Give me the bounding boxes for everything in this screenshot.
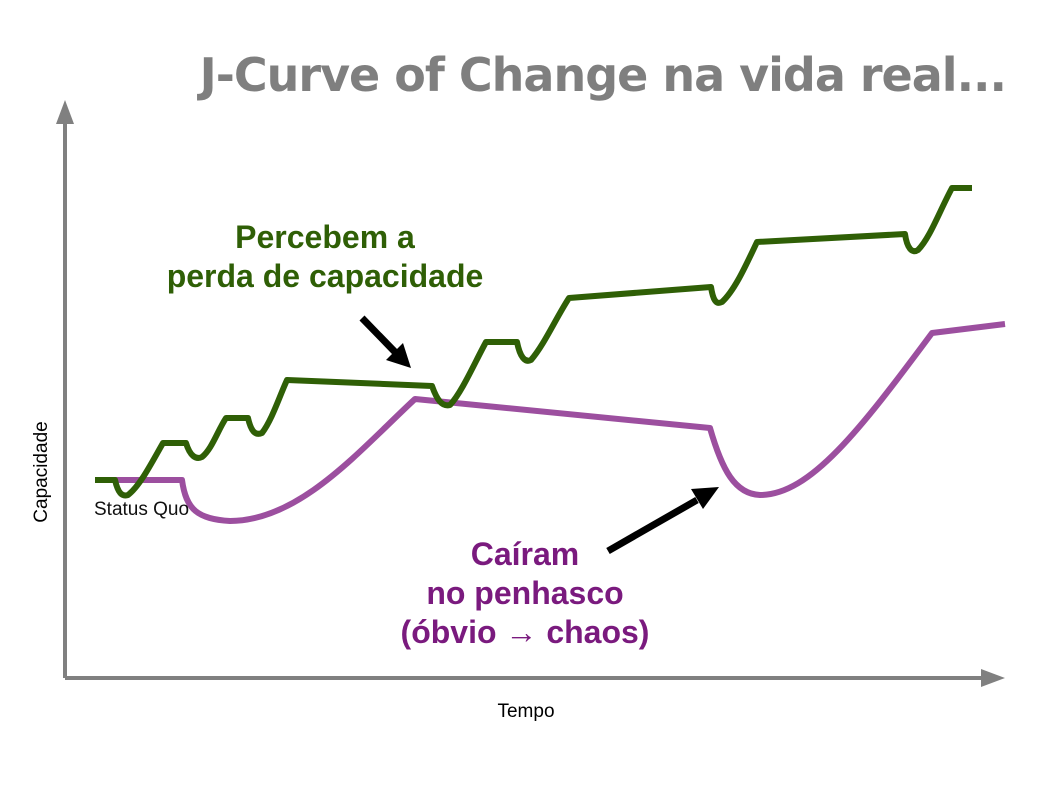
purple-annotation: Caíram no penhasco (óbvio → chaos)	[370, 535, 680, 652]
green-series-line	[95, 185, 972, 499]
x-axis-arrowhead	[981, 669, 1005, 687]
purple-annotation-line-3: (óbvio → chaos)	[400, 614, 650, 651]
x-axis-label: Tempo	[497, 701, 555, 722]
slide-title: J-Curve of Change na vida real...	[199, 48, 1007, 102]
green-annotation-line-1: Percebem a	[235, 219, 415, 255]
purple-callout-arrow-shaft	[606, 496, 699, 555]
y-axis-arrowhead	[56, 100, 74, 124]
purple-series-line	[95, 321, 1006, 524]
green-callout-arrow-shaft	[359, 315, 398, 355]
status-quo-label: Status Quo	[94, 499, 190, 520]
y-axis-label: Capacidade	[31, 421, 52, 523]
green-callout-arrow-head	[386, 343, 411, 368]
purple-annotation-line-2: no penhasco	[426, 575, 624, 612]
green-annotation-line-2: perda de capacidade	[166, 258, 484, 295]
purple-callout-arrow-head	[691, 487, 719, 509]
green-annotation: Percebem a perda de capacidade	[155, 218, 495, 296]
purple-annotation-line-1: Caíram	[470, 536, 580, 572]
